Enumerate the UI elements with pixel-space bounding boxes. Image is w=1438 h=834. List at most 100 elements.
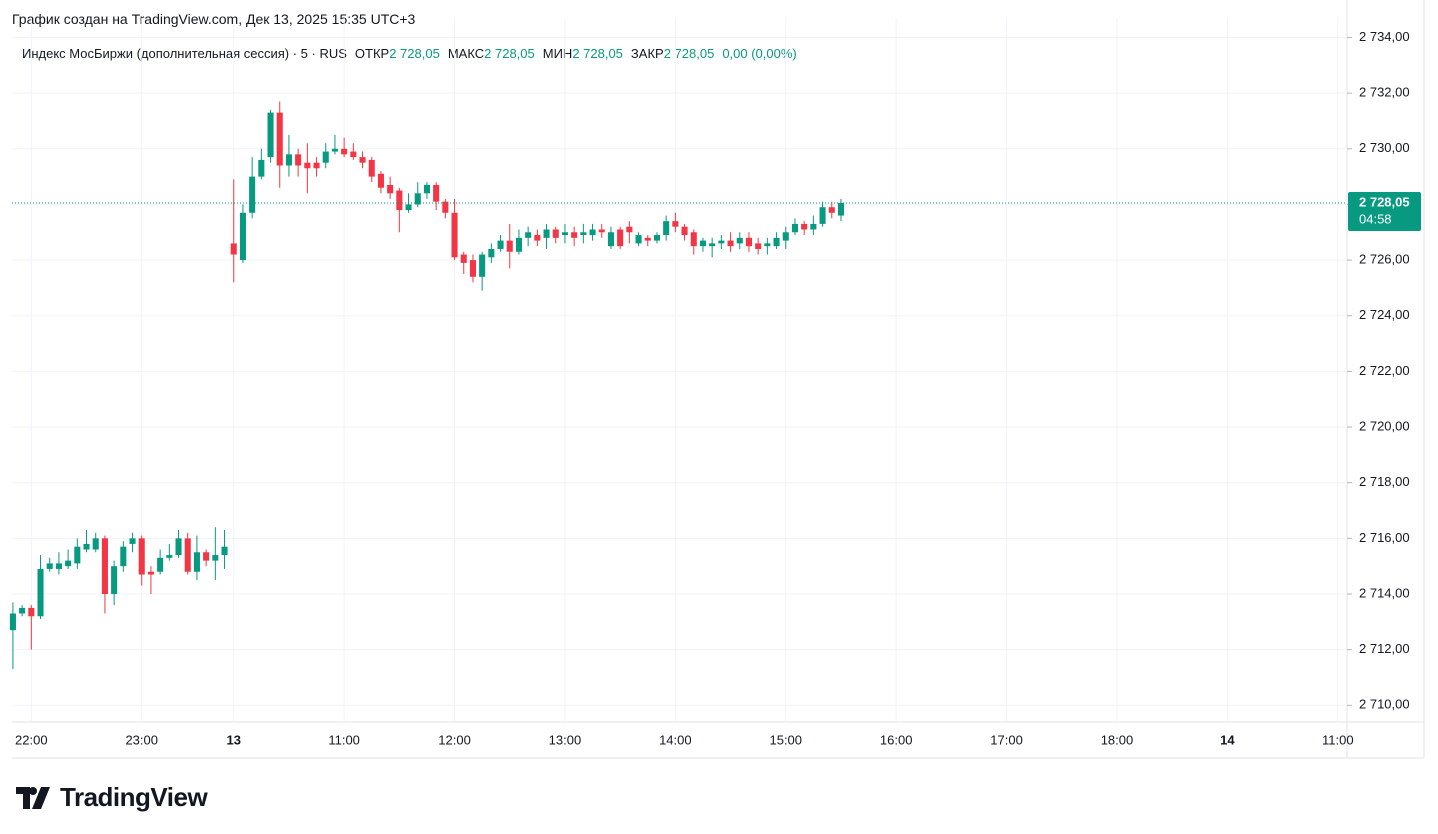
candle-body bbox=[129, 538, 136, 544]
y-tick-label: 2 716,00 bbox=[1359, 530, 1410, 545]
y-tick-label: 2 718,00 bbox=[1359, 474, 1410, 489]
candle-body bbox=[755, 243, 762, 249]
candle-body bbox=[239, 212, 246, 261]
candle-body bbox=[193, 552, 200, 572]
candle-body bbox=[672, 221, 679, 227]
candle-body bbox=[607, 232, 614, 247]
header: График создан на TradingView.com, Дек 13… bbox=[12, 11, 416, 27]
legend-label: ОТКР bbox=[354, 46, 390, 61]
candle-body bbox=[313, 162, 320, 169]
candle-body bbox=[561, 232, 568, 236]
candle-body bbox=[212, 555, 219, 561]
candle-body bbox=[147, 571, 154, 575]
y-tick-label: 2 732,00 bbox=[1359, 85, 1410, 100]
candle-body bbox=[65, 560, 72, 567]
candle-body bbox=[341, 148, 348, 155]
candle-body bbox=[350, 151, 357, 158]
candle-body bbox=[810, 223, 817, 230]
legend-value: 2 728,05 bbox=[663, 46, 715, 61]
candle-body bbox=[552, 229, 559, 238]
legend-label: МАКС bbox=[447, 46, 485, 61]
logo-icon bbox=[16, 786, 50, 809]
x-tick-label: 17:00 bbox=[990, 732, 1023, 747]
x-tick-label: 12:00 bbox=[438, 732, 471, 747]
candle-body bbox=[580, 232, 587, 236]
y-tick-label: 2 714,00 bbox=[1359, 585, 1410, 600]
candle-body bbox=[83, 543, 90, 550]
candle-body bbox=[837, 203, 845, 216]
last-price-badge bbox=[1348, 192, 1421, 232]
candle-body bbox=[709, 243, 716, 247]
candle-body bbox=[736, 237, 743, 244]
x-tick-label: 13 bbox=[226, 732, 240, 747]
candle-body bbox=[589, 229, 596, 236]
candle-body bbox=[46, 563, 53, 569]
candle-body bbox=[258, 159, 265, 177]
candle-body bbox=[801, 223, 808, 230]
candle-body bbox=[497, 240, 504, 249]
candle-body bbox=[681, 226, 688, 236]
candle-body bbox=[55, 563, 62, 569]
candle-body bbox=[19, 607, 26, 614]
candle-body bbox=[249, 176, 256, 213]
x-tick-label: 11:00 bbox=[328, 732, 360, 747]
x-tick-label: 16:00 bbox=[880, 732, 913, 747]
candle-body bbox=[699, 240, 706, 247]
x-tick-label: 11:00 bbox=[1322, 732, 1354, 747]
candle-body bbox=[175, 538, 182, 556]
x-tick-label: 14 bbox=[1220, 732, 1235, 747]
candle-body bbox=[653, 235, 660, 241]
logo: TradingView bbox=[16, 782, 208, 813]
logo-text: TradingView bbox=[60, 782, 208, 812]
candle-body bbox=[9, 613, 16, 631]
candle-body bbox=[387, 184, 394, 194]
candle-body bbox=[166, 555, 173, 558]
candle-body bbox=[460, 254, 467, 263]
candle-body bbox=[506, 240, 513, 252]
candle-body bbox=[543, 229, 550, 238]
candle-body bbox=[690, 232, 697, 247]
legend-value: 2 728,05 bbox=[389, 46, 440, 61]
legend-value: 2 728,05 bbox=[484, 46, 535, 61]
candle-body bbox=[359, 157, 366, 163]
candle-body bbox=[782, 232, 789, 241]
candle-body bbox=[819, 207, 826, 224]
candle-body bbox=[764, 243, 771, 247]
candle-body bbox=[727, 240, 734, 247]
candle-body bbox=[304, 162, 311, 169]
candle-body bbox=[791, 223, 799, 233]
y-tick-label: 2 724,00 bbox=[1359, 307, 1410, 322]
y-tick-label: 2 720,00 bbox=[1359, 418, 1410, 433]
candle-body bbox=[414, 193, 421, 205]
y-tick-label: 2 722,00 bbox=[1359, 363, 1410, 378]
y-tick-label: 2 730,00 bbox=[1359, 140, 1410, 155]
candle-body bbox=[515, 237, 522, 252]
candle-body bbox=[157, 557, 164, 572]
x-tick-label: 22:00 bbox=[15, 732, 48, 747]
candle-body bbox=[663, 221, 670, 236]
x-tick-label: 18:00 bbox=[1101, 732, 1134, 747]
candle-body bbox=[405, 204, 412, 210]
last-price-label: 2 728,05 bbox=[1359, 194, 1410, 209]
x-tick-label: 23:00 bbox=[125, 732, 158, 747]
candle-body bbox=[285, 154, 292, 166]
candle-body bbox=[295, 154, 302, 166]
x-tick-label: 15:00 bbox=[769, 732, 802, 747]
x-tick-label: 13:00 bbox=[549, 732, 582, 747]
candle-body bbox=[230, 243, 237, 255]
candle-body bbox=[451, 212, 458, 258]
candle-body bbox=[525, 232, 532, 238]
candle-body bbox=[718, 240, 725, 244]
candle-body bbox=[433, 184, 440, 202]
candle-body bbox=[635, 235, 642, 244]
candle-body bbox=[28, 607, 35, 617]
legend-label: ЗАКР bbox=[630, 46, 664, 61]
candle-body bbox=[368, 159, 375, 177]
candle-body bbox=[92, 538, 99, 550]
y-tick-label: 2 710,00 bbox=[1359, 697, 1410, 712]
countdown: 04:58 bbox=[1359, 211, 1392, 226]
candle-body bbox=[37, 568, 44, 617]
candle-body bbox=[184, 538, 191, 572]
